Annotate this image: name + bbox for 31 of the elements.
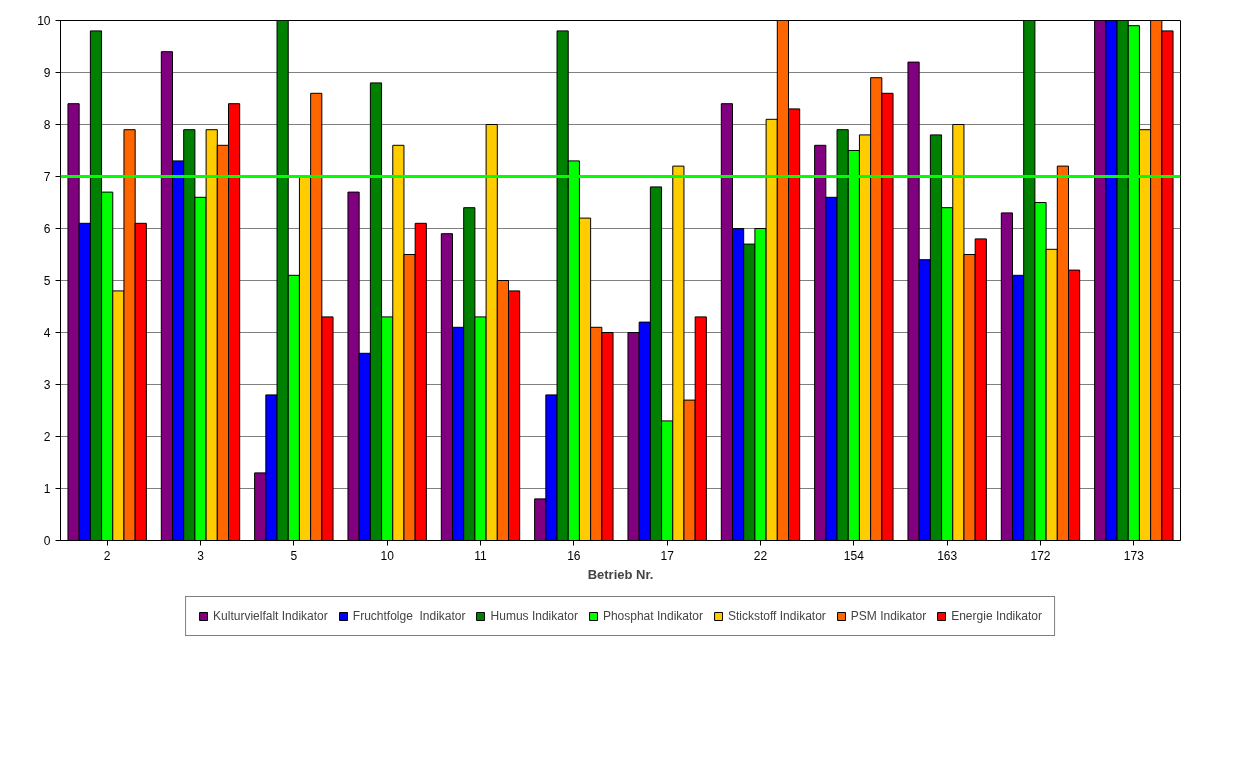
y-tick-label: 4 — [43, 326, 51, 340]
x-tick-label: 172 — [1030, 548, 1051, 563]
legend-label: Stickstoff Indikator — [727, 609, 826, 623]
legend-label: Energie Indikator — [951, 609, 1042, 623]
x-tick-label: 3 — [197, 548, 205, 563]
x-tick-label: 16 — [567, 548, 581, 563]
x-tick-label: 163 — [937, 548, 958, 563]
legend-label: Kulturvielfalt Indikator — [213, 609, 328, 623]
x-tick-label: 17 — [660, 548, 675, 563]
legend-label: Humus Indikator — [490, 609, 578, 623]
legend-label: Phosphat Indikator — [602, 609, 703, 623]
legend-label: Fruchtfolge Indikator — [352, 609, 466, 623]
y-tick-label: 3 — [43, 378, 51, 392]
y-tick-label: 1 — [43, 482, 51, 496]
x-tick-label: 22 — [753, 548, 768, 563]
y-tick-label: 8 — [43, 118, 51, 132]
y-tick-label: 0 — [43, 534, 51, 548]
y-tick-label: 5 — [43, 274, 51, 288]
y-tick-label: 9 — [43, 66, 51, 80]
x-tick-label: 173 — [1123, 548, 1145, 563]
y-tick-label: 2 — [43, 430, 51, 444]
x-tick-label: 154 — [843, 548, 865, 563]
x-tick-label: 2 — [103, 548, 111, 563]
y-tick-label: 6 — [43, 222, 51, 236]
x-tick-label: 11 — [474, 548, 488, 563]
x-tick-label: 5 — [290, 548, 298, 563]
legend-label: PSM Indikator — [850, 609, 927, 623]
x-tick-label: 10 — [380, 548, 395, 563]
y-tick-label: 10 — [37, 14, 51, 28]
y-tick-label: 7 — [43, 170, 51, 184]
x-axis-title: Betrieb Nr. — [587, 566, 654, 582]
